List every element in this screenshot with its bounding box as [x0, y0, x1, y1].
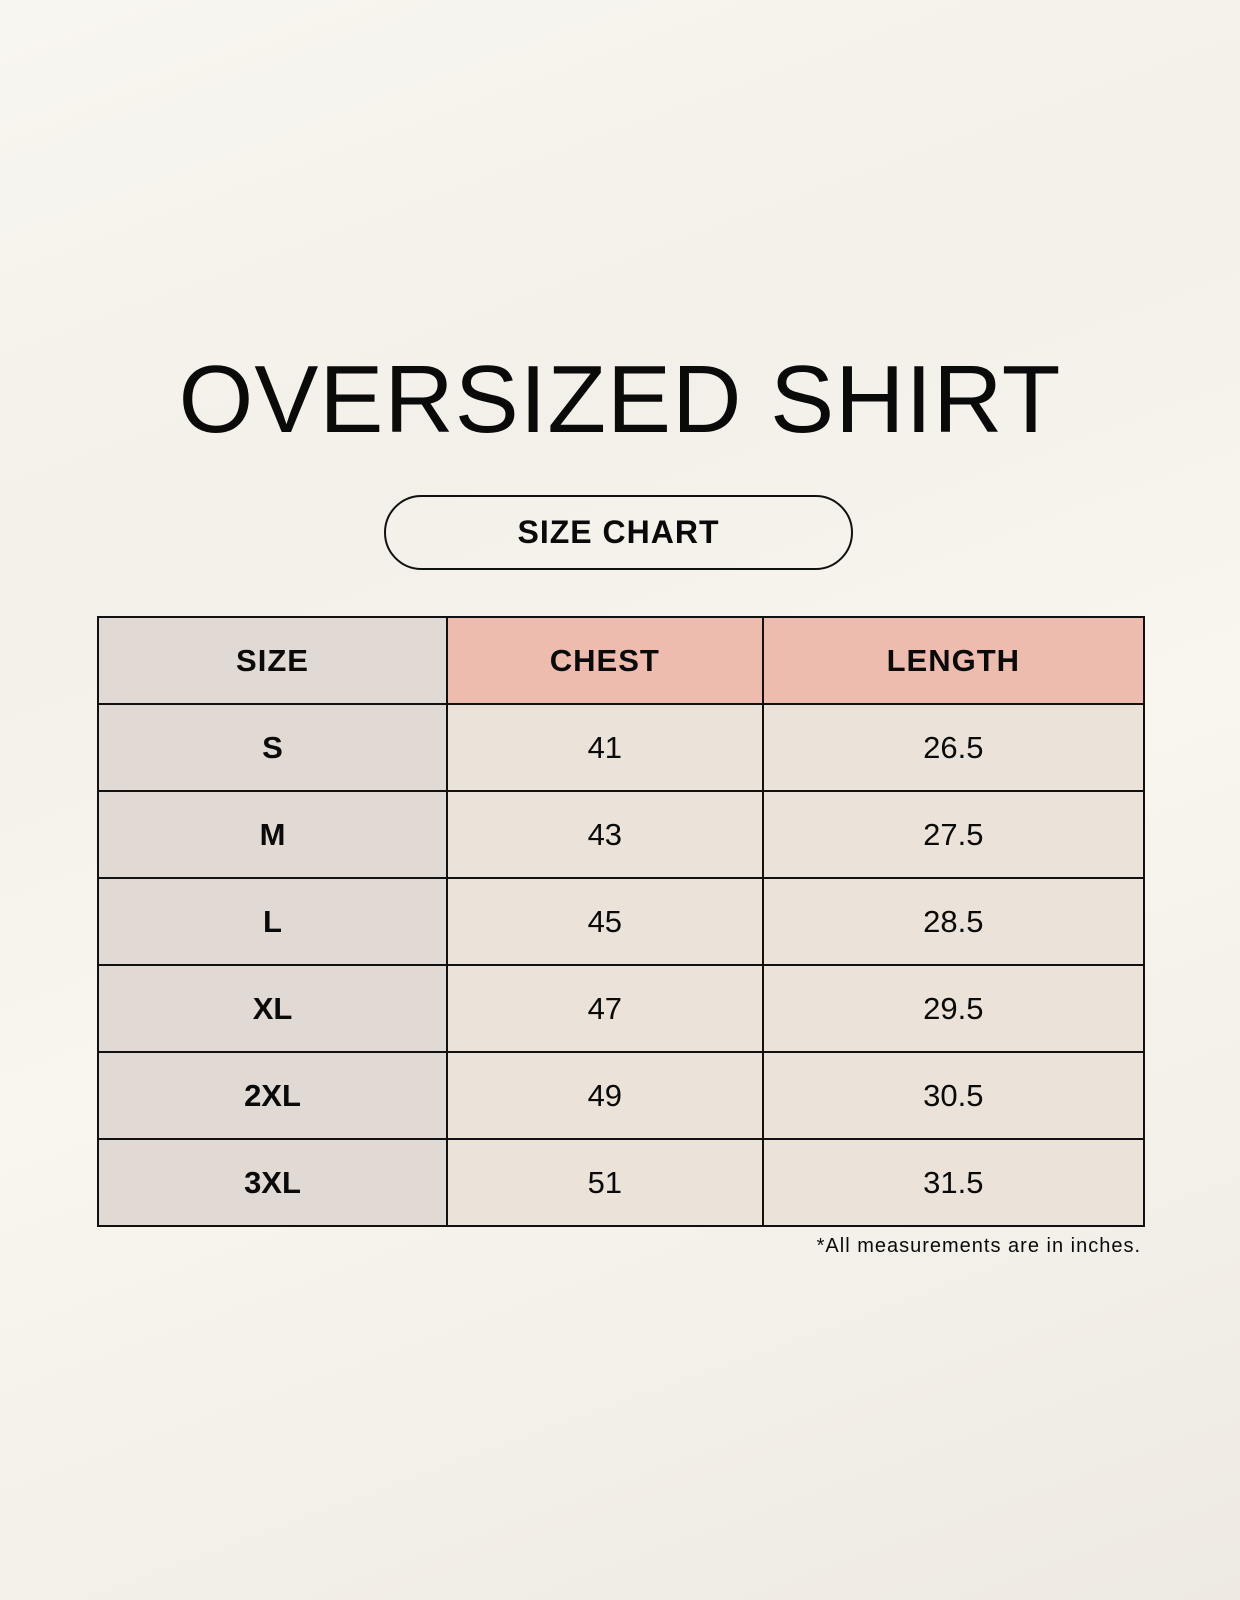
- cell-size: M: [97, 790, 448, 879]
- cell-length: 29.5: [761, 964, 1146, 1053]
- cell-size: L: [97, 877, 448, 966]
- footnote: *All measurements are in inches.: [816, 1235, 1141, 1257]
- table-header-row: SIZE CHEST LENGTH: [97, 616, 1146, 705]
- cell-size: 3XL: [97, 1138, 448, 1227]
- size-table: SIZE CHEST LENGTH S 41 26.5 M 43 27.5 L 45 28.5 X…: [97, 616, 1146, 1227]
- cell-length: 30.5: [761, 1051, 1146, 1140]
- table-row: M 43 27.5: [97, 790, 1146, 879]
- cell-size: 2XL: [97, 1051, 448, 1140]
- cell-length: 31.5: [761, 1138, 1146, 1227]
- cell-length: 27.5: [761, 790, 1146, 879]
- page-title: OVERSIZED SHIRT: [178, 346, 1062, 453]
- table-row: L 45 28.5: [97, 877, 1146, 966]
- cell-chest: 47: [446, 964, 764, 1053]
- table-row: 2XL 49 30.5: [97, 1051, 1146, 1140]
- table-row: 3XL 51 31.5: [97, 1138, 1146, 1227]
- cell-length: 28.5: [761, 877, 1146, 966]
- cell-chest: 41: [446, 703, 764, 792]
- cell-size: S: [97, 703, 448, 792]
- cell-length: 26.5: [761, 703, 1146, 792]
- size-chart-label: SIZE CHART: [384, 495, 853, 570]
- table-row: S 41 26.5: [97, 703, 1146, 792]
- cell-chest: 45: [446, 877, 764, 966]
- header-size: SIZE: [97, 616, 448, 705]
- header-chest: CHEST: [446, 616, 764, 705]
- size-chart-text: SIZE CHART: [517, 514, 720, 550]
- cell-size: XL: [97, 964, 448, 1053]
- cell-chest: 51: [446, 1138, 764, 1227]
- cell-chest: 43: [446, 790, 764, 879]
- header-length: LENGTH: [761, 616, 1146, 705]
- table-row: XL 47 29.5: [97, 964, 1146, 1053]
- cell-chest: 49: [446, 1051, 764, 1140]
